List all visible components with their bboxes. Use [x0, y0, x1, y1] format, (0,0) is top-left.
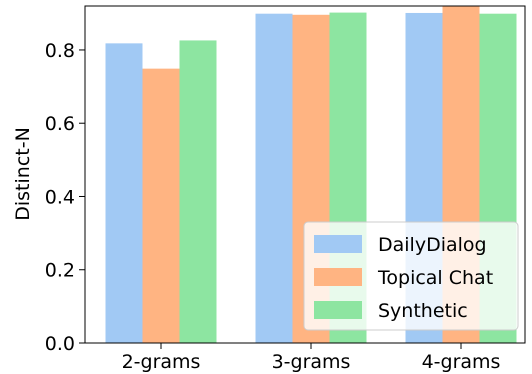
legend-swatch-synthetic — [314, 301, 362, 319]
y-tick-label: 0.0 — [45, 333, 75, 355]
y-tick-label: 0.4 — [45, 186, 75, 208]
legend-label: Topical Chat — [377, 267, 493, 289]
bar-dailydialog-2-grams — [105, 43, 143, 344]
legend-swatch-topical-chat — [314, 268, 362, 286]
legend: DailyDialog Topical Chat Synthetic — [303, 221, 519, 331]
legend-swatch-dailydialog — [314, 235, 362, 253]
y-tick-label: 0.6 — [45, 113, 75, 135]
legend-label: DailyDialog — [378, 234, 487, 256]
x-tick-label: 2-grams — [122, 351, 201, 373]
bar-topical-chat-2-grams — [142, 68, 180, 343]
axes-frame — [84, 5, 526, 344]
bar-dailydialog-3-grams — [255, 13, 293, 343]
axes-layer: 0.0 0.2 0.4 0.6 0.8 2-grams 3-grams 4-grams — [45, 5, 526, 373]
x-tick-label: 3-grams — [272, 351, 351, 373]
y-tick-label: 0.2 — [45, 260, 75, 282]
bar-synthetic-2-grams — [179, 40, 217, 344]
x-tick-label: 4-grams — [422, 351, 501, 373]
y-tick-label: 0.8 — [45, 40, 75, 62]
legend-label: Synthetic — [378, 300, 468, 322]
y-axis-label: Distinct-N — [12, 127, 34, 221]
